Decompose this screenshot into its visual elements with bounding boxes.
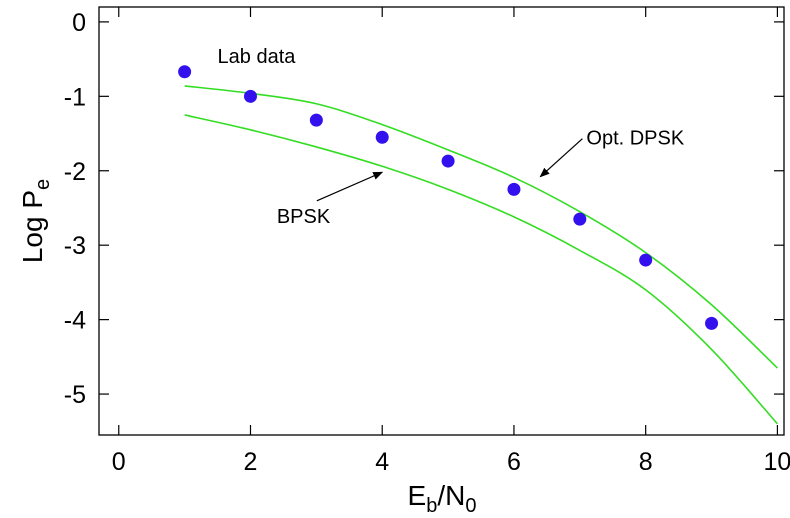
- y-tick-label: -3: [64, 232, 86, 260]
- annotation-bpsk: BPSK: [277, 206, 331, 228]
- x-ticks: 0 2 4 6 8 10: [112, 7, 790, 476]
- data-point: [243, 89, 257, 103]
- y-tick-label: -1: [64, 83, 86, 111]
- series-line-opt-dpsk: [184, 85, 778, 369]
- x-tick-label: 0: [112, 448, 126, 476]
- x-tick-label: 8: [639, 448, 653, 476]
- x-tick-label: 10: [764, 448, 790, 476]
- annotations: Lab data Opt. DPSK BPSK: [218, 46, 685, 228]
- x-tick-label: 4: [375, 448, 389, 476]
- annotation-opt-dpsk: Opt. DPSK: [586, 128, 684, 150]
- y-axis-title: Log Pe: [17, 179, 54, 263]
- data-point: [375, 130, 389, 144]
- x-tick-label: 2: [244, 448, 258, 476]
- x-axis-title: Eb/N0: [408, 480, 477, 517]
- data-point: [178, 65, 192, 79]
- data-point: [309, 113, 323, 127]
- y-tick-label: 0: [72, 9, 86, 37]
- y-tick-label: -5: [64, 381, 86, 409]
- data-point: [573, 212, 587, 226]
- x-tick-label: 6: [507, 448, 521, 476]
- data-point: [705, 316, 719, 330]
- annotation-lab-data: Lab data: [218, 46, 297, 68]
- plot-frame: [98, 6, 785, 436]
- series-lines: [184, 85, 779, 425]
- y-ticks: 0 -1 -2 -3 -4 -5: [64, 9, 784, 409]
- y-tick-label: -4: [64, 307, 86, 335]
- data-point: [507, 182, 521, 196]
- annotation-arrow-bpsk: [316, 171, 384, 202]
- series-line-bpsk: [184, 114, 779, 425]
- data-point: [441, 154, 455, 168]
- annotation-arrow-opt-dpsk: [539, 138, 583, 178]
- y-tick-label: -2: [64, 158, 86, 186]
- series-points: [178, 65, 719, 330]
- data-point: [639, 253, 653, 267]
